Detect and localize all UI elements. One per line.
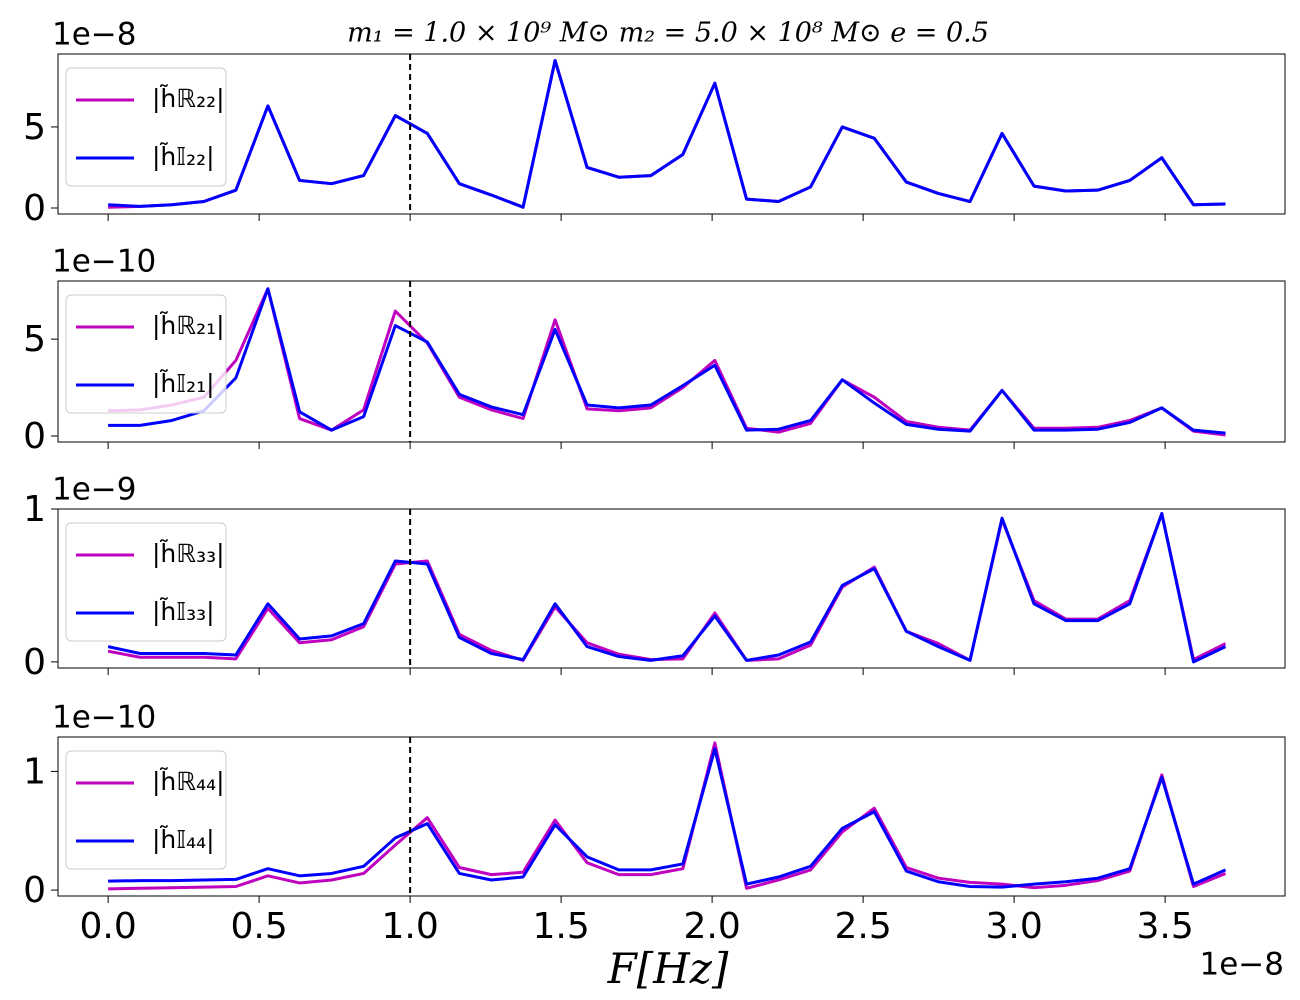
axes-frame	[57, 280, 1286, 443]
data-line	[108, 58, 1226, 209]
x-tick-label: 0.0	[79, 906, 136, 947]
legend-label: |h̃ℝ₃₃|	[152, 539, 225, 568]
data-line	[107, 512, 1227, 664]
x-tick-label: 2.0	[683, 906, 740, 947]
x-tick-label: 1.5	[532, 906, 589, 947]
y-offset-label: 1e−9	[52, 472, 137, 508]
data-line	[108, 747, 1227, 889]
y-offset-label: 1e−10	[52, 700, 156, 736]
data-line	[108, 741, 1227, 891]
x-tick-label: 2.5	[834, 906, 891, 947]
data-line	[107, 512, 1227, 662]
y-tick-label: 1	[23, 489, 46, 530]
x-axis-label: F[Hz]	[607, 944, 729, 993]
legend-label: |h̃𝕀₄₄|	[152, 825, 215, 854]
x-tick-label: 1.0	[381, 906, 438, 947]
legend-label: |h̃ℝ₂₂|	[152, 84, 225, 113]
data-line	[108, 287, 1226, 435]
y-tick-label: 0	[23, 416, 46, 457]
x-tick-label: 0.5	[230, 906, 287, 947]
axes-frame	[57, 736, 1286, 897]
chart-title: m₁ = 1.0 × 10⁹ M⊙ m₂ = 5.0 × 10⁸ M⊙ e = …	[347, 18, 989, 49]
x-tick-label: 3.5	[1136, 906, 1193, 947]
y-tick-label: 5	[23, 107, 46, 148]
axes-frame	[57, 508, 1286, 669]
axes-frame	[57, 53, 1286, 215]
legend-label: |h̃𝕀₂₁|	[152, 369, 215, 398]
y-tick-label: 5	[23, 319, 46, 360]
y-tick-label: 0	[23, 642, 46, 683]
legend-label: |h̃𝕀₂₂|	[152, 142, 215, 171]
data-line	[108, 287, 1226, 437]
legend-label: |h̃ℝ₂₁|	[152, 311, 225, 340]
y-tick-label: 0	[23, 188, 46, 229]
y-tick-label: 1	[23, 751, 46, 792]
legend-label: |h̃ℝ₄₄|	[152, 767, 225, 796]
data-line	[108, 58, 1226, 209]
legend-label: |h̃𝕀₃₃|	[152, 597, 215, 626]
y-offset-label: 1e−10	[52, 244, 156, 280]
x-offset-label: 1e−8	[1200, 947, 1285, 983]
y-tick-label: 0	[23, 870, 46, 911]
x-tick-label: 3.0	[985, 906, 1042, 947]
y-offset-label: 1e−8	[52, 17, 137, 53]
